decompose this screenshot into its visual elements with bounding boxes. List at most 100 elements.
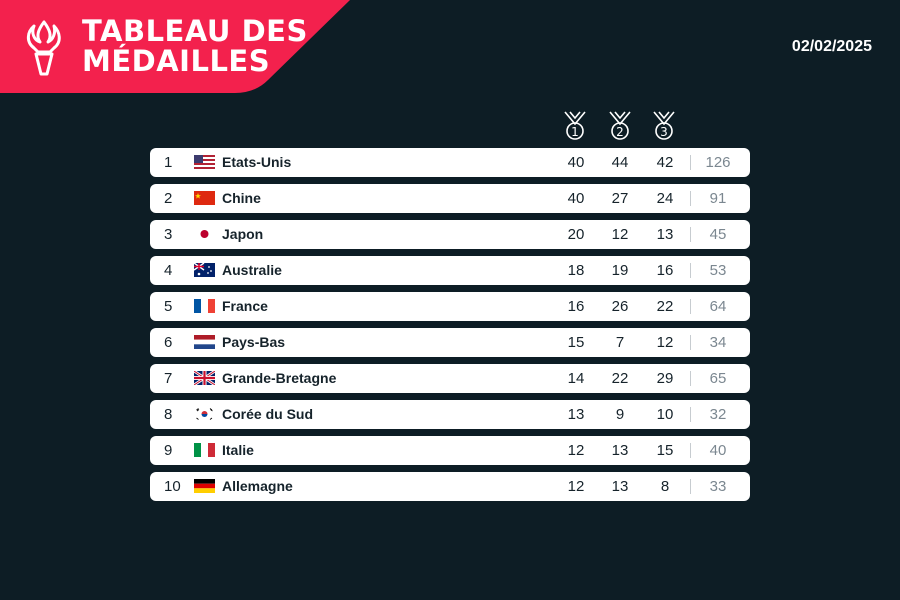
banner-shape [0, 0, 350, 93]
title-line-2: MÉDAILLES [82, 44, 271, 78]
total-count: 45 [709, 226, 727, 243]
divider [690, 407, 691, 422]
divider [690, 299, 691, 314]
total-count: 34 [709, 334, 727, 351]
total-count: 65 [709, 370, 727, 387]
rank: 2 [164, 190, 173, 207]
rank: 5 [164, 298, 173, 315]
table-row: 5 France 16 26 22 64 [150, 292, 750, 321]
country-name: Italie [222, 442, 254, 458]
date-label: 02/02/2025 [791, 38, 872, 55]
gold-count: 16 [567, 298, 585, 315]
table-row: 2 Chine 40 27 24 91 [150, 184, 750, 213]
bronze-count: 22 [656, 298, 674, 315]
country-name: France [222, 298, 268, 314]
divider [690, 155, 691, 170]
total-count: 32 [709, 406, 727, 423]
silver-count: 27 [611, 190, 629, 207]
medal-table: 1 Etats-Unis 40 44 42 126 2 Chine 40 27 … [150, 148, 750, 508]
bronze-medal-icon: 3 [653, 111, 675, 140]
total-count: 126 [705, 154, 731, 171]
australia-flag-icon [194, 263, 215, 277]
silver-medal-icon: 2 [609, 111, 631, 140]
rank: 6 [164, 334, 173, 351]
silver-count: 7 [615, 334, 625, 351]
gold-count: 12 [567, 478, 585, 495]
gold-count: 14 [567, 370, 585, 387]
gold-count: 40 [567, 190, 585, 207]
silver-count: 13 [611, 478, 629, 495]
bronze-count: 24 [656, 190, 674, 207]
title-line-1: TABLEAU DES [82, 14, 308, 48]
country-name: Allemagne [222, 478, 293, 494]
total-count: 53 [709, 262, 727, 279]
table-row: 4 Australie 18 19 16 53 [150, 256, 750, 285]
table-row: 1 Etats-Unis 40 44 42 126 [150, 148, 750, 177]
divider [690, 227, 691, 242]
gold-count: 13 [567, 406, 585, 423]
silver-count: 22 [611, 370, 629, 387]
usa-flag-icon [194, 155, 215, 169]
table-row: 9 Italie 12 13 15 40 [150, 436, 750, 465]
table-row: 3 Japon 20 12 13 45 [150, 220, 750, 249]
silver-count: 19 [611, 262, 629, 279]
torch-icon [26, 20, 61, 76]
rank: 1 [164, 154, 173, 171]
bronze-count: 8 [660, 478, 670, 495]
silver-count: 13 [611, 442, 629, 459]
country-name: Pays-Bas [222, 334, 286, 350]
netherlands-flag-icon [194, 335, 215, 349]
table-row: 6 Pays-Bas 15 7 12 34 [150, 328, 750, 357]
rank: 4 [164, 262, 173, 279]
bronze-column-label: 3 [660, 125, 668, 139]
total-count: 91 [709, 190, 727, 207]
france-flag-icon [194, 299, 215, 313]
title-banner: TABLEAU DES MÉDAILLES [0, 0, 360, 95]
bronze-count: 15 [656, 442, 674, 459]
gold-medal-icon: 1 [564, 111, 586, 140]
divider [690, 443, 691, 458]
divider [690, 371, 691, 386]
table-row: 8 Corée du Sud 13 9 10 32 [150, 400, 750, 429]
italy-flag-icon [194, 443, 215, 457]
gold-count: 40 [567, 154, 585, 171]
bronze-count: 42 [656, 154, 674, 171]
silver-count: 9 [615, 406, 625, 423]
germany-flag-icon [194, 479, 215, 493]
rank: 8 [164, 406, 173, 423]
rank: 10 [164, 478, 181, 495]
bronze-count: 29 [656, 370, 674, 387]
south-korea-flag-icon [194, 407, 215, 421]
bronze-count: 16 [656, 262, 674, 279]
silver-column-label: 2 [616, 125, 624, 139]
divider [690, 263, 691, 278]
uk-flag-icon [194, 371, 215, 385]
silver-count: 26 [611, 298, 629, 315]
rank: 3 [164, 226, 173, 243]
rank: 7 [164, 370, 173, 387]
gold-count: 15 [567, 334, 585, 351]
total-count: 64 [709, 298, 727, 315]
gold-column-label: 1 [571, 125, 579, 139]
divider [690, 335, 691, 350]
japan-flag-icon [194, 227, 215, 241]
gold-count: 18 [567, 262, 585, 279]
divider [690, 191, 691, 206]
divider [690, 479, 691, 494]
silver-count: 44 [611, 154, 629, 171]
table-row: 7 Grande-Bretagne 14 22 29 65 [150, 364, 750, 393]
bronze-count: 10 [656, 406, 674, 423]
page-title: TABLEAU DES MÉDAILLES [82, 16, 308, 76]
gold-count: 12 [567, 442, 585, 459]
table-row: 10 Allemagne 12 13 8 33 [150, 472, 750, 501]
silver-count: 12 [611, 226, 629, 243]
bronze-count: 12 [656, 334, 674, 351]
country-name: Australie [222, 262, 282, 278]
country-name: Japon [222, 226, 264, 242]
country-name: Etats-Unis [222, 154, 292, 170]
rank: 9 [164, 442, 173, 459]
total-count: 40 [709, 442, 727, 459]
country-name: Chine [222, 190, 261, 206]
china-flag-icon [194, 191, 215, 205]
bronze-count: 13 [656, 226, 674, 243]
